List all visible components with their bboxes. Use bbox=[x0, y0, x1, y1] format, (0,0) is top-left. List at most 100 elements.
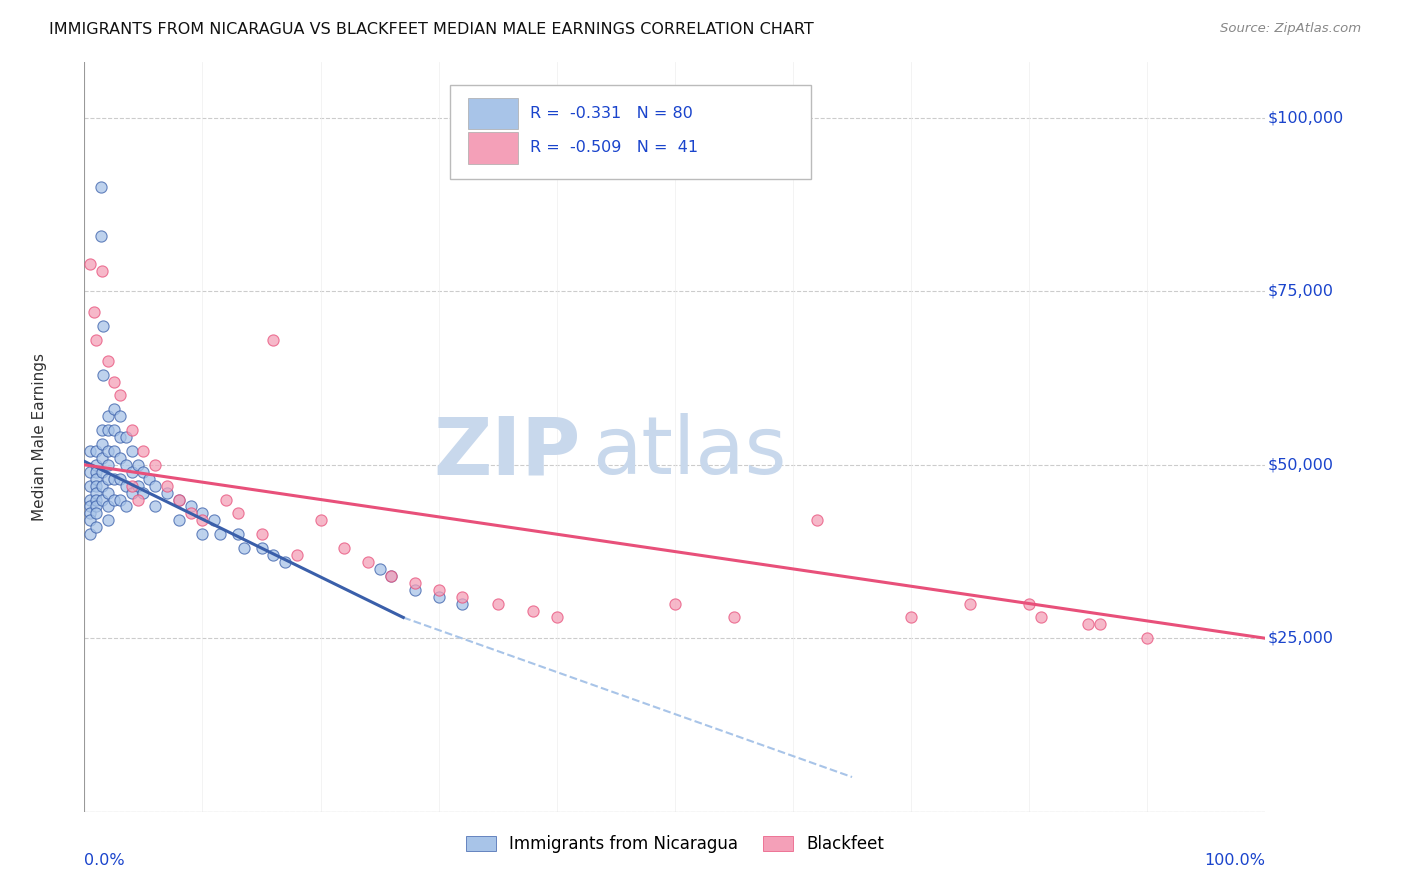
Point bbox=[156, 478, 179, 492]
Point bbox=[97, 458, 120, 472]
Point bbox=[451, 590, 474, 604]
Point bbox=[959, 597, 981, 611]
FancyBboxPatch shape bbox=[450, 85, 811, 178]
Point bbox=[522, 603, 544, 617]
Point bbox=[486, 597, 509, 611]
Point bbox=[91, 423, 114, 437]
Point bbox=[91, 492, 114, 507]
Point bbox=[114, 430, 136, 444]
Point bbox=[114, 500, 136, 514]
Point bbox=[103, 423, 125, 437]
Point bbox=[285, 548, 308, 562]
Point bbox=[91, 450, 114, 465]
Point bbox=[404, 582, 426, 597]
Point bbox=[167, 513, 190, 527]
Point bbox=[90, 228, 112, 243]
Point bbox=[1018, 597, 1040, 611]
Text: Median Male Earnings: Median Male Earnings bbox=[32, 353, 46, 521]
Point bbox=[127, 478, 149, 492]
Point bbox=[97, 353, 120, 368]
Point bbox=[108, 450, 131, 465]
Text: R =  -0.331   N = 80: R = -0.331 N = 80 bbox=[530, 106, 693, 121]
Point bbox=[91, 437, 114, 451]
Point bbox=[427, 582, 450, 597]
Text: 100.0%: 100.0% bbox=[1205, 853, 1265, 868]
Point bbox=[191, 507, 214, 521]
Point bbox=[84, 478, 107, 492]
Point bbox=[427, 590, 450, 604]
Text: $100,000: $100,000 bbox=[1268, 111, 1344, 126]
Point bbox=[250, 527, 273, 541]
Point bbox=[97, 444, 120, 458]
Point bbox=[309, 513, 332, 527]
Text: $75,000: $75,000 bbox=[1268, 284, 1334, 299]
Point bbox=[114, 458, 136, 472]
Text: R =  -0.509   N =  41: R = -0.509 N = 41 bbox=[530, 140, 697, 155]
Point bbox=[380, 569, 402, 583]
Point bbox=[121, 478, 143, 492]
Text: $50,000: $50,000 bbox=[1268, 458, 1334, 473]
Point bbox=[900, 610, 922, 624]
Point bbox=[202, 513, 225, 527]
Point bbox=[90, 180, 112, 194]
FancyBboxPatch shape bbox=[468, 97, 517, 129]
Point bbox=[79, 507, 101, 521]
Point bbox=[167, 492, 190, 507]
Point bbox=[108, 388, 131, 402]
Point bbox=[79, 513, 101, 527]
Point bbox=[1136, 632, 1159, 646]
Point bbox=[91, 263, 114, 277]
Point bbox=[121, 465, 143, 479]
Point bbox=[84, 444, 107, 458]
Text: atlas: atlas bbox=[592, 413, 786, 491]
Point bbox=[84, 500, 107, 514]
Point bbox=[127, 492, 149, 507]
Point bbox=[84, 520, 107, 534]
Point bbox=[97, 409, 120, 424]
Point bbox=[333, 541, 356, 555]
Point bbox=[103, 375, 125, 389]
Point bbox=[262, 548, 284, 562]
Point bbox=[103, 444, 125, 458]
Point bbox=[108, 430, 131, 444]
Text: ZIP: ZIP bbox=[433, 413, 581, 491]
Point bbox=[132, 485, 155, 500]
Point bbox=[114, 478, 136, 492]
Point bbox=[262, 333, 284, 347]
Point bbox=[84, 472, 107, 486]
Point bbox=[79, 257, 101, 271]
Point bbox=[380, 569, 402, 583]
Point bbox=[83, 305, 105, 319]
Point bbox=[274, 555, 297, 569]
Point bbox=[91, 465, 114, 479]
FancyBboxPatch shape bbox=[468, 132, 517, 163]
Point bbox=[84, 485, 107, 500]
Point bbox=[546, 610, 568, 624]
Point bbox=[91, 319, 114, 334]
Point bbox=[1029, 610, 1052, 624]
Point bbox=[723, 610, 745, 624]
Point bbox=[1088, 617, 1111, 632]
Point bbox=[97, 513, 120, 527]
Point bbox=[138, 472, 160, 486]
Point bbox=[108, 409, 131, 424]
Point bbox=[121, 485, 143, 500]
Point bbox=[127, 458, 149, 472]
Point bbox=[143, 478, 166, 492]
Point bbox=[451, 597, 474, 611]
Point bbox=[79, 444, 101, 458]
Point bbox=[209, 527, 232, 541]
Point bbox=[103, 492, 125, 507]
Point bbox=[79, 478, 101, 492]
Text: IMMIGRANTS FROM NICARAGUA VS BLACKFEET MEDIAN MALE EARNINGS CORRELATION CHART: IMMIGRANTS FROM NICARAGUA VS BLACKFEET M… bbox=[49, 22, 814, 37]
Point bbox=[191, 527, 214, 541]
Point bbox=[226, 527, 249, 541]
Point bbox=[84, 458, 107, 472]
Point bbox=[156, 485, 179, 500]
Point bbox=[79, 492, 101, 507]
Point bbox=[84, 465, 107, 479]
Point bbox=[121, 444, 143, 458]
Text: $25,000: $25,000 bbox=[1268, 631, 1334, 646]
Point bbox=[108, 472, 131, 486]
Point bbox=[368, 562, 391, 576]
